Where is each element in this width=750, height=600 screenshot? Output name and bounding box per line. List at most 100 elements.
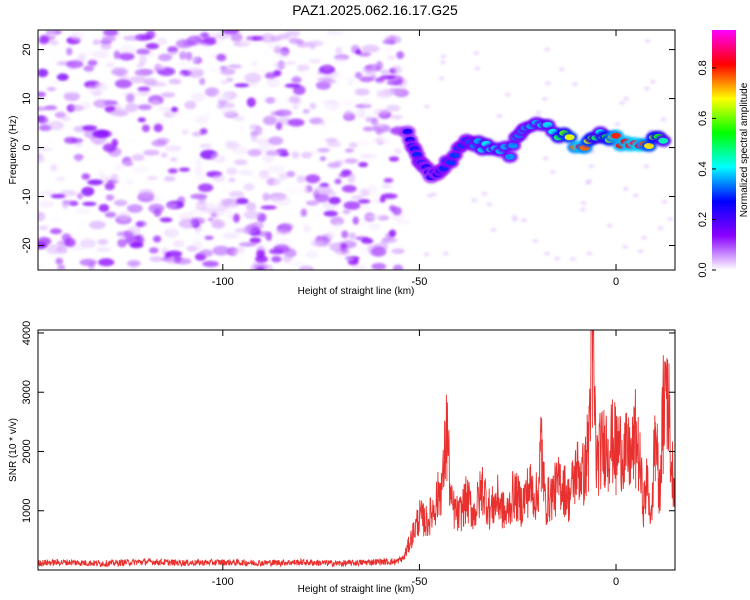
heatmap-noise-cell <box>314 185 333 195</box>
heatmap-noise-cell <box>386 104 401 112</box>
heatmap-noise-cell <box>79 238 97 249</box>
heatmap-noise-cell <box>302 266 310 270</box>
heatmap-noise-cell <box>265 150 284 156</box>
heatmap-noise-cell <box>165 202 178 210</box>
heatmap-noise-cell <box>233 159 248 166</box>
heatmap-noise-cell <box>137 117 146 123</box>
heatmap-noise-cell <box>320 103 333 110</box>
heatmap-noise-cell <box>267 164 285 174</box>
heatmap-noise-cell <box>347 173 356 184</box>
heatmap-noise-cell <box>321 100 339 105</box>
heatmap-noise-cell <box>246 97 256 108</box>
heatmap-noise-cell <box>305 200 319 206</box>
heatmap-noise-cell <box>301 151 313 159</box>
heatmap-noise-cell <box>93 82 105 90</box>
heatmap-noise-cell <box>160 92 176 98</box>
heatmap-noise-cell <box>644 39 651 44</box>
heatmap-noise-cell <box>641 235 648 240</box>
heatmap-noise-cell <box>588 164 595 169</box>
heatmap-noise-cell <box>376 122 385 128</box>
heatmap-noise-cell <box>586 251 593 256</box>
heatmap-noise-cell <box>210 152 221 162</box>
heatmap-noise-cell <box>249 237 262 244</box>
heatmap-noise-cell <box>222 30 240 35</box>
heatmap-noise-cell <box>226 77 234 82</box>
heatmap-noise-cell <box>171 106 178 112</box>
heatmap-noise-cell <box>155 64 167 71</box>
heatmap-noise-cell <box>380 238 389 245</box>
heatmap-noise-cell <box>326 141 342 148</box>
heatmap-noise-cell <box>145 42 160 50</box>
heatmap-noise-cell <box>92 39 100 45</box>
heatmap-noise-cell <box>191 131 204 137</box>
y-tick-label: 10 <box>21 92 33 104</box>
heatmap-noise-cell <box>250 132 258 142</box>
heatmap-noise-cell <box>317 148 330 153</box>
heatmap-noise-cell <box>81 186 95 197</box>
heatmap-noise-cell <box>125 93 135 103</box>
heatmap-noise-cell <box>126 260 141 267</box>
heatmap-noise-cell <box>347 76 355 87</box>
heatmap-noise-cell <box>371 246 387 257</box>
heatmap-noise-cell <box>185 51 193 61</box>
heatmap-noise-cell <box>114 79 133 89</box>
heatmap-noise-cell <box>276 34 291 40</box>
x-tick-label: -100 <box>212 576 234 588</box>
heatmap-noise-cell <box>262 115 278 126</box>
heatmap-noise-cell <box>243 210 261 220</box>
heatmap-noise-cell <box>47 30 56 38</box>
heatmap-noise-cell <box>423 252 430 257</box>
heatmap-noise-cell <box>381 193 398 199</box>
heatmap-noise-cell <box>168 51 177 56</box>
heatmap-noise-cell <box>61 115 71 122</box>
heatmap-noise-cell <box>38 106 48 111</box>
heatmap-noise-cell <box>123 35 141 41</box>
heatmap-noise-cell <box>354 88 370 96</box>
heatmap-noise-cell <box>82 201 97 206</box>
heatmap-noise-cell <box>49 80 61 85</box>
heatmap-noise-cell <box>100 42 112 50</box>
heatmap-noise-cell <box>55 257 64 265</box>
heatmap-noise-cell <box>199 78 206 85</box>
heatmap-noise-cell <box>396 51 405 60</box>
heatmap-noise-cell <box>216 53 227 62</box>
heatmap-noise-cell <box>213 218 222 226</box>
heatmap-noise-cell <box>352 216 359 225</box>
heatmap-noise-cell <box>164 175 176 182</box>
heatmap-noise-cell <box>305 174 321 184</box>
heatmap-noise-cell <box>107 90 118 100</box>
heatmap-noise-cell <box>375 127 383 136</box>
heatmap-noise-cell <box>275 122 283 131</box>
heatmap-noise-cell <box>192 233 204 243</box>
heatmap-noise-cell <box>340 246 350 256</box>
heatmap-noise-cell <box>266 78 280 88</box>
heatmap-frame <box>37 29 676 271</box>
heatmap-noise-cell <box>129 75 147 84</box>
heatmap-signal-cell <box>508 142 518 149</box>
heatmap-noise-cell <box>302 108 310 114</box>
heatmap-noise-cell <box>124 138 139 144</box>
heatmap-noise-cell <box>384 88 402 95</box>
heatmap-noise-cell <box>212 174 225 183</box>
heatmap-noise-cell <box>496 114 503 118</box>
heatmap-noise-cell <box>194 42 209 47</box>
heatmap-noise-cell <box>66 60 84 69</box>
y-tick-label: -10 <box>21 189 33 205</box>
heatmap-noise-cell <box>113 178 124 183</box>
heatmap-noise-cell <box>255 255 268 263</box>
heatmap-noise-cell <box>159 217 173 223</box>
heatmap-noise-cell <box>377 136 390 143</box>
heatmap-noise-cell <box>44 105 58 111</box>
heatmap-noise-cell <box>657 226 664 231</box>
heatmap-signal-cell <box>644 143 654 149</box>
heatmap-noise-cell <box>111 67 128 77</box>
heatmap-noise-cell <box>262 192 270 201</box>
heatmap-noise-cell <box>76 192 84 200</box>
heatmap-noise-cell <box>184 100 197 110</box>
heatmap-noise-cell <box>266 178 281 186</box>
page-title: PAZ1.2025.062.16.17.G25 <box>292 2 458 18</box>
heatmap-noise-cell <box>220 102 236 108</box>
heatmap-noise-cell <box>380 69 391 75</box>
heatmap-noise-cell <box>273 244 290 253</box>
heatmap-noise-cell <box>149 81 167 87</box>
